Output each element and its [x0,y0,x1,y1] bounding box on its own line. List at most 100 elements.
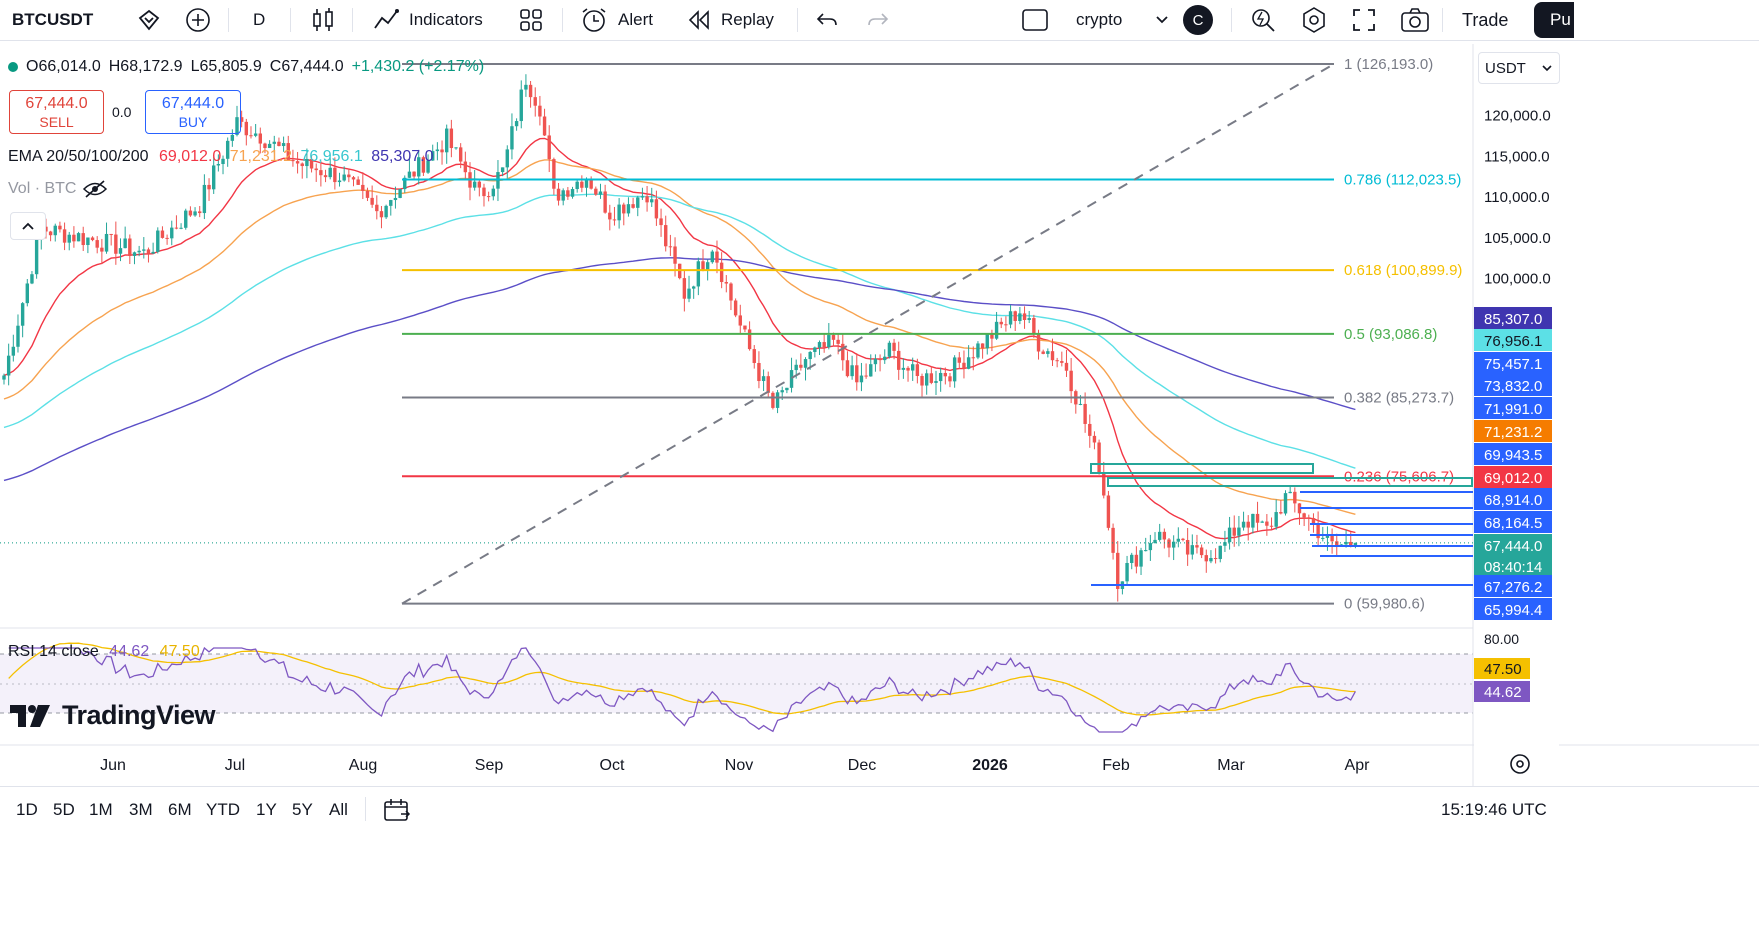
buy-label: BUY [178,114,208,130]
candles-icon[interactable] [311,0,335,40]
candle [617,198,621,229]
camera-icon[interactable] [1400,0,1430,40]
timeframe-5y[interactable]: 5Y [292,799,313,819]
volume-legend[interactable]: Vol · BTC [8,180,108,198]
add-symbol-icon[interactable] [184,0,212,40]
candle [1144,537,1148,552]
candle [426,154,430,174]
buy-price: 67,444.0 [161,95,225,112]
svg-text:67,276.2: 67,276.2 [1484,579,1542,596]
timeframe-1y[interactable]: 1Y [256,799,277,819]
publish-button[interactable]: Pu [1534,2,1574,38]
price-axis[interactable]: 120,000.0 115,000.0 110,000.0 105,000.0 100,… [1474,44,1559,786]
candle [957,352,961,369]
candle [34,234,39,279]
zone-box [1107,477,1473,487]
chevron-down-icon[interactable] [1155,0,1169,40]
divider [290,8,291,32]
clock[interactable]: 15:19:46 UTC [1441,787,1547,832]
change-value: +1,430.2 (+2.17%) [351,58,485,75]
time-tick: Dec [848,757,876,774]
price-label-level: 69,943.5 [1474,443,1552,465]
indicators-button[interactable]: Indicators [373,0,483,40]
candle [1293,487,1297,513]
candle [659,208,663,237]
sell-button[interactable]: 67,444.0 SELL [9,90,104,134]
layout-name[interactable]: crypto [1076,0,1122,40]
sell-price: 67,444.0 [25,95,88,112]
tradingview-logo[interactable]: TradingView [10,700,216,731]
svg-text:73,832.0: 73,832.0 [1484,378,1542,395]
templates-icon[interactable] [519,0,543,40]
layout-toggle-icon[interactable] [1021,0,1049,40]
avatar[interactable]: C [1183,0,1213,40]
candle [500,167,505,177]
ema50-line [3,159,1356,515]
undo-icon[interactable] [815,0,839,40]
rsi-value: 44.62 [109,643,150,660]
candle [915,358,920,384]
timeframe-6m[interactable]: 6M [168,799,192,819]
candle [948,372,952,388]
quick-search-icon[interactable] [1249,0,1277,40]
svg-text:71,231.2: 71,231.2 [1484,424,1542,441]
candle [212,156,216,194]
candle [491,185,495,201]
open-value: O66,014.0 [26,58,101,75]
candle [100,238,104,265]
timeframe-3m[interactable]: 3M [129,799,153,819]
price-chart[interactable]: 1 (126,193.0) 0.786 (112,023.5) 0.618 (100… [0,44,1759,786]
axis-settings-icon[interactable] [1508,752,1532,781]
price-label-level: 67,276.2 [1474,575,1552,597]
candle [938,367,943,392]
candle [524,74,528,97]
candle [1185,528,1190,566]
candle [1083,392,1087,433]
timeframe-all[interactable]: All [329,799,348,819]
candle [1162,528,1167,549]
settings-icon[interactable] [1300,0,1328,40]
candle [295,152,300,174]
candle [11,334,16,362]
timeframe-1d[interactable]: 1D [16,799,38,819]
candle [179,223,183,230]
time-axis[interactable]: Jun Jul Aug Sep Oct Nov Dec 2026 Feb Mar Apr [100,757,1370,774]
price-tick: 110,000.0 [1484,189,1550,206]
timeframe-1m[interactable]: 1M [89,799,113,819]
candle [570,186,575,199]
fib-label-0.618: 0.618 (100,899.9) [1344,262,1462,279]
candle [239,110,244,128]
replay-button[interactable]: Replay [687,0,774,40]
candle [584,177,589,197]
candle [160,226,165,239]
candle [603,184,607,214]
symbol-search[interactable]: BTCUSDT [12,0,93,40]
timeframe-5d[interactable]: 5D [53,799,75,819]
fib-label-0.786: 0.786 (112,023.5) [1344,172,1461,189]
candle [924,369,929,395]
currency-select[interactable]: USDT [1478,52,1560,84]
candle [1064,349,1069,377]
redo-icon[interactable] [866,0,890,40]
price-pane [0,44,1473,628]
collapse-legend-button[interactable] [10,212,46,240]
alert-button[interactable]: Alert [580,0,653,40]
rsi-legend[interactable]: RSI 14 close 44.62 47.50 [8,643,200,661]
interval-button[interactable]: D [253,0,265,40]
timeframe-ytd[interactable]: YTD [206,799,240,819]
svg-text:68,164.5: 68,164.5 [1484,515,1542,532]
trade-button[interactable]: Trade [1462,0,1508,40]
svg-text:69,943.5: 69,943.5 [1484,447,1542,464]
fibonacci-retracement[interactable]: 1 (126,193.0) 0.786 (112,023.5) 0.618 (100… [401,56,1462,613]
candle [1237,515,1241,547]
compare-icon[interactable] [136,0,162,40]
eye-hidden-icon[interactable] [82,180,108,198]
candle [645,185,649,212]
candle [1046,348,1050,358]
date-range-icon[interactable] [383,787,411,832]
candle [901,358,906,379]
fullscreen-icon[interactable] [1352,0,1376,40]
buy-button[interactable]: 67,444.0 BUY [145,90,241,134]
candle [1167,537,1171,558]
ema-legend[interactable]: EMA 20/50/100/200 69,012.0 71,231.2 76,9… [8,148,434,166]
